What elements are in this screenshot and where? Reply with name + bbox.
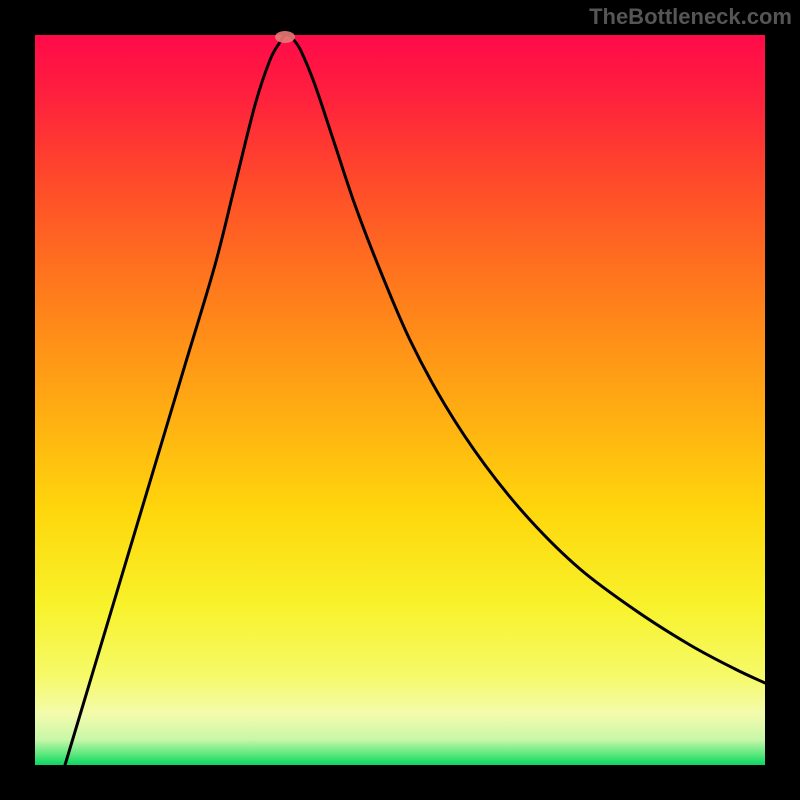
watermark-text: TheBottleneck.com xyxy=(589,4,792,30)
plot-area xyxy=(35,35,765,765)
minimum-marker xyxy=(275,31,295,43)
bottleneck-curve xyxy=(35,35,765,765)
